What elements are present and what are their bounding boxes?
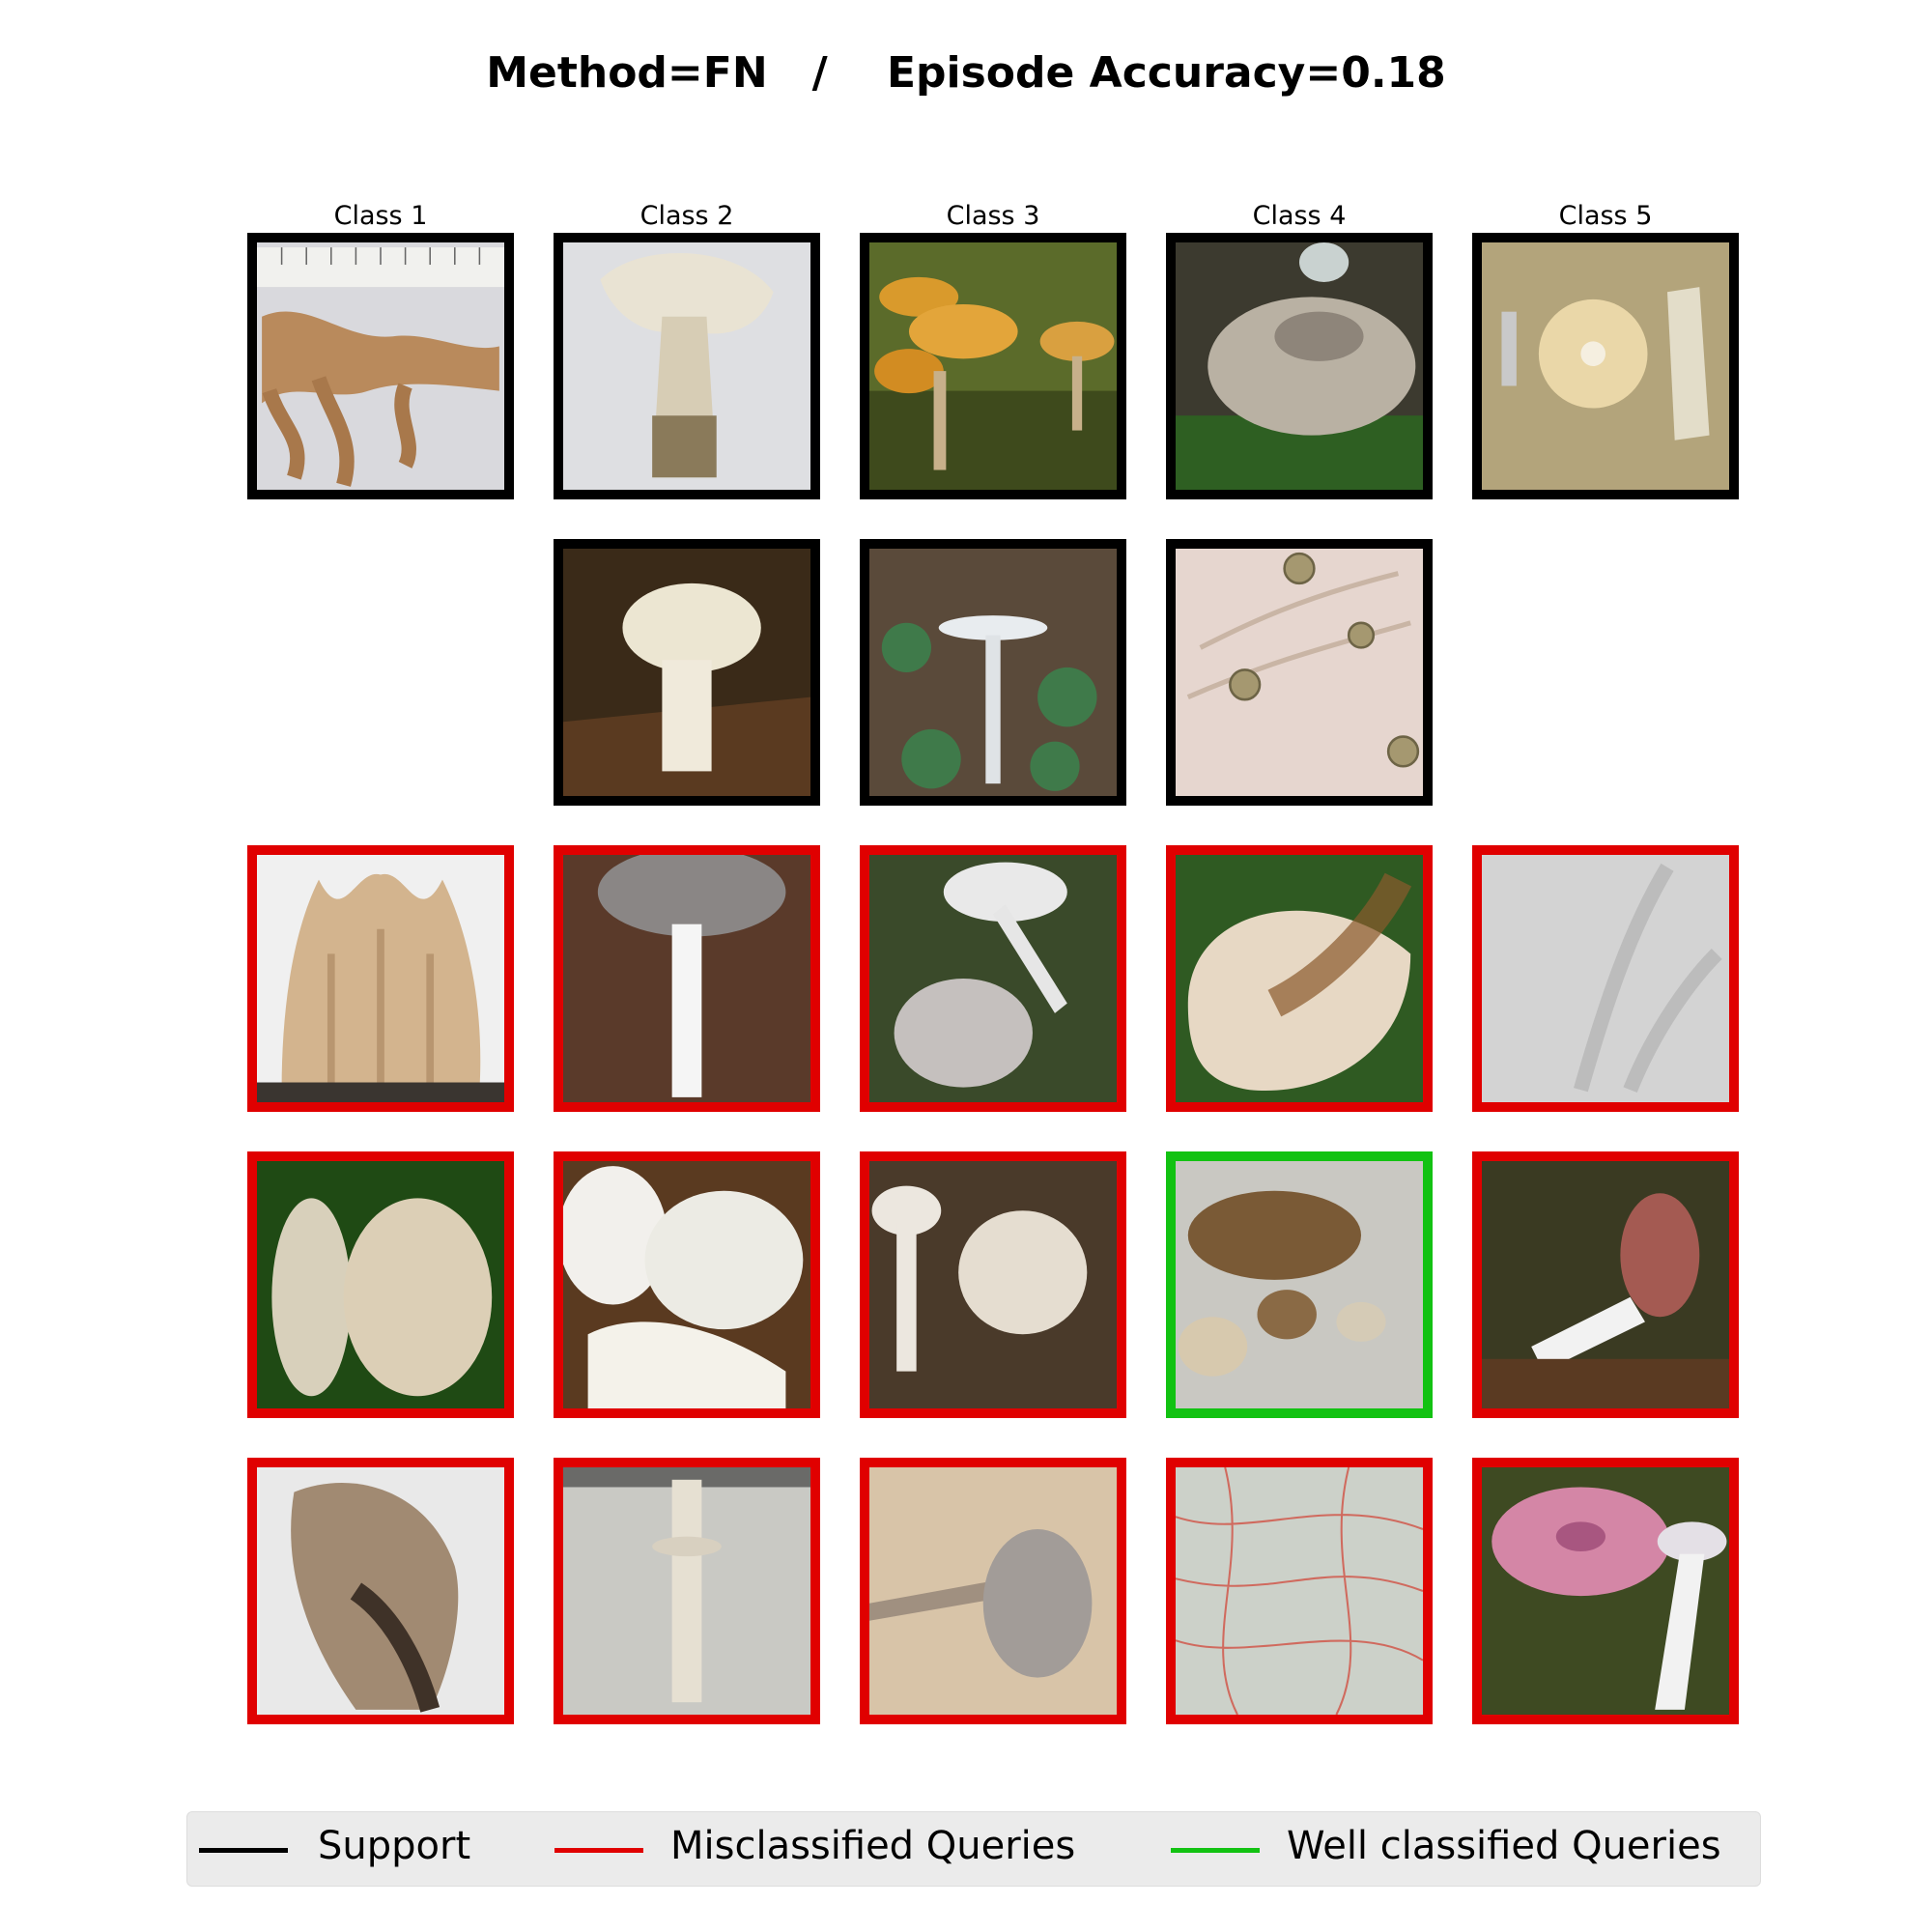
cauliflower-fungus-icon [257, 1161, 504, 1408]
white-mushrooms-pair-icon [869, 855, 1117, 1102]
query-image-class2-3 [554, 1458, 820, 1724]
white-mushrooms-ground-icon [869, 1161, 1117, 1408]
legend-misclassified-line [554, 1848, 643, 1853]
grey-cap-white-stem-icon [563, 855, 810, 1102]
support-image-class2-1 [554, 233, 820, 499]
tall-white-mushroom-icon [869, 549, 1117, 796]
legend-support-label: Support [318, 1824, 471, 1868]
orange-mushroom-cluster-icon [869, 242, 1117, 490]
query-image-class2-2 [554, 1151, 820, 1418]
query-image-class4-1 [1166, 845, 1433, 1112]
query-image-class4-2 [1166, 1151, 1433, 1418]
support-image-class5-1 [1472, 233, 1739, 499]
query-image-class3-1 [860, 845, 1126, 1112]
red-fibers-texture-icon [1176, 1467, 1423, 1715]
white-mushroom-in-leaves-icon [563, 549, 810, 796]
legend-misclassified-label: Misclassified Queries [670, 1824, 1076, 1868]
grey-mushroom-side-icon [869, 1467, 1117, 1715]
support-image-class2-2 [554, 539, 820, 806]
query-image-class4-3 [1166, 1458, 1433, 1724]
support-image-class4-1 [1166, 233, 1433, 499]
microscope-hyphae-icon [1482, 855, 1729, 1102]
query-image-class3-2 [860, 1151, 1126, 1418]
support-image-class3-2 [860, 539, 1126, 806]
class-label-4: Class 4 [1252, 201, 1347, 231]
mushroom-cap-underside-icon [1482, 242, 1729, 490]
legend-well-classified-label: Well classified Queries [1287, 1824, 1721, 1868]
brown-coral-fungus-icon [257, 1467, 504, 1715]
query-image-class5-1 [1472, 845, 1739, 1112]
query-image-class3-3 [860, 1458, 1126, 1724]
brown-gilled-cap-icon [1176, 855, 1423, 1102]
support-image-class4-2 [1166, 539, 1433, 806]
legend: Support Misclassified Queries Well class… [186, 1811, 1761, 1887]
legend-support-line [199, 1848, 288, 1853]
mushroom-stem-ring-icon [563, 1467, 810, 1715]
white-gilled-mushroom-icon [563, 242, 810, 490]
query-image-class2-1 [554, 845, 820, 1112]
query-image-class1-2 [247, 1151, 514, 1418]
support-image-class1-1 [247, 233, 514, 499]
brown-mushrooms-group-icon [1176, 1161, 1423, 1408]
query-image-class5-3 [1472, 1458, 1739, 1724]
white-mushrooms-cut-icon [563, 1161, 810, 1408]
grey-cap-mushroom-icon [1176, 242, 1423, 490]
coral-fungus-icon [257, 855, 504, 1102]
red-cap-mushroom-icon [1482, 1161, 1729, 1408]
class-label-2: Class 2 [639, 201, 734, 231]
coral-fungus-with-ruler-icon [257, 242, 504, 490]
legend-well-classified-line [1171, 1848, 1260, 1853]
query-image-class1-1 [247, 845, 514, 1112]
figure-title: Method=FN / Episode Accuracy=0.18 [486, 48, 1446, 98]
query-image-class1-3 [247, 1458, 514, 1724]
class-label-5: Class 5 [1558, 201, 1653, 231]
query-image-class5-2 [1472, 1151, 1739, 1418]
pink-cap-russula-icon [1482, 1467, 1729, 1715]
class-label-3: Class 3 [946, 201, 1040, 231]
support-image-class3-1 [860, 233, 1126, 499]
class-label-1: Class 1 [333, 201, 428, 231]
microscope-spores-icon [1176, 549, 1423, 796]
